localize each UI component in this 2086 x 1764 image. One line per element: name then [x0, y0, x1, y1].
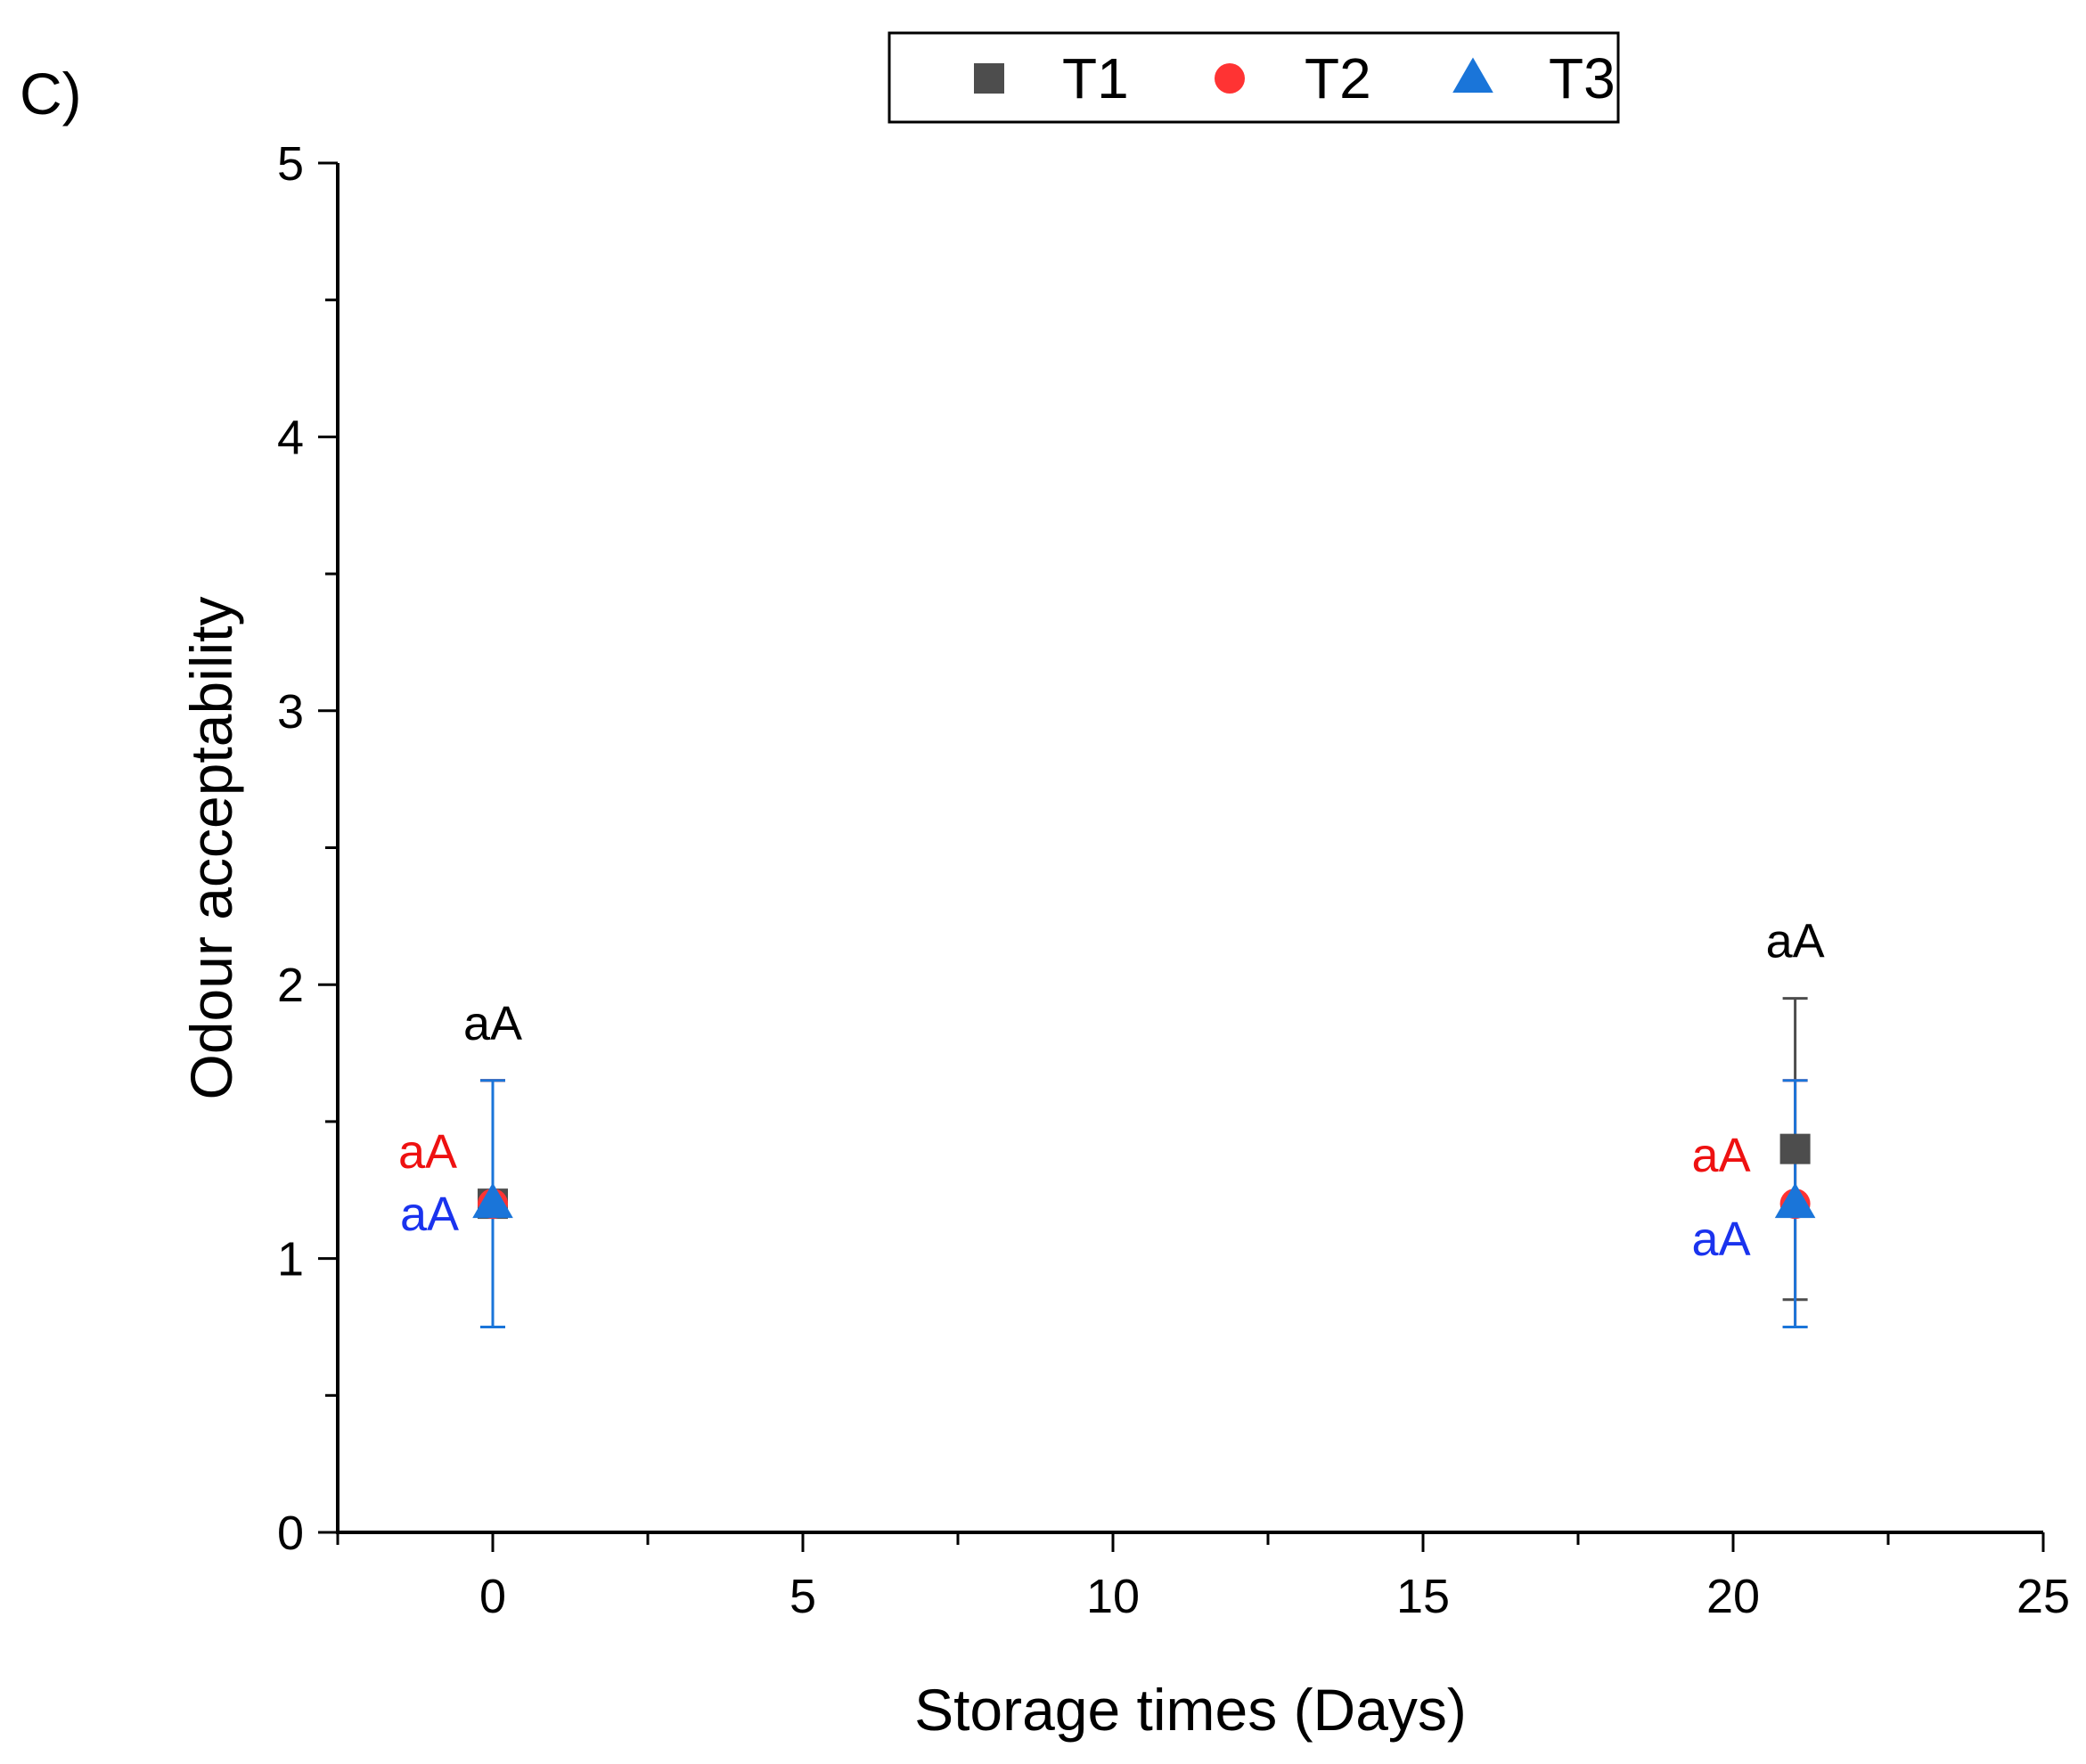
point-t3: [472, 1182, 513, 1219]
x-tick-label: 5: [789, 1570, 816, 1623]
annotation-t2: aA: [1692, 1129, 1751, 1182]
legend-marker-t3: [1452, 57, 1493, 93]
annotation-t2: aA: [398, 1125, 457, 1179]
y-tick-label: 2: [277, 959, 304, 1012]
annotations: aA aA aA aA aA aA: [398, 915, 1825, 1267]
y-tick-label: 5: [277, 137, 304, 191]
legend-label-t2: T2: [1305, 46, 1371, 110]
panel-label: C): [20, 61, 82, 127]
x-axis-title: Storage times (Days): [914, 1677, 1467, 1743]
annotation-t3: aA: [400, 1188, 459, 1241]
annotation-t3: aA: [1692, 1213, 1751, 1266]
x-tick-label: 15: [1396, 1570, 1450, 1623]
y-tick-label: 3: [277, 685, 304, 739]
point-t1: [1779, 1133, 1811, 1164]
x-tick-label: 10: [1086, 1570, 1140, 1623]
x-tick-label: 0: [479, 1570, 506, 1623]
y-tick-label: 1: [277, 1233, 304, 1286]
axes: 0 5 10 15 20 25 0 1 2 3 4 5: [277, 137, 2070, 1623]
x-tick-label: 20: [1706, 1570, 1760, 1623]
y-tick-label: 4: [277, 411, 304, 464]
legend-box: [888, 31, 1620, 124]
legend-label-t1: T1: [1062, 46, 1129, 110]
legend-label-t3: T3: [1549, 46, 1616, 110]
markers: [472, 1133, 1816, 1220]
legend-marker-t1: [974, 63, 1004, 94]
legend-marker-t2: [1215, 63, 1245, 94]
legend: T1 T2 T3: [888, 31, 1620, 124]
point-t3: [1774, 1182, 1816, 1219]
y-tick-label: 0: [277, 1507, 304, 1560]
errorbars: [480, 997, 1808, 1328]
y-axis-title: Odour acceptability: [178, 597, 244, 1100]
annotation-t1: aA: [463, 997, 522, 1050]
x-tick-label: 25: [2016, 1570, 2070, 1623]
annotation-t1: aA: [1766, 915, 1825, 968]
